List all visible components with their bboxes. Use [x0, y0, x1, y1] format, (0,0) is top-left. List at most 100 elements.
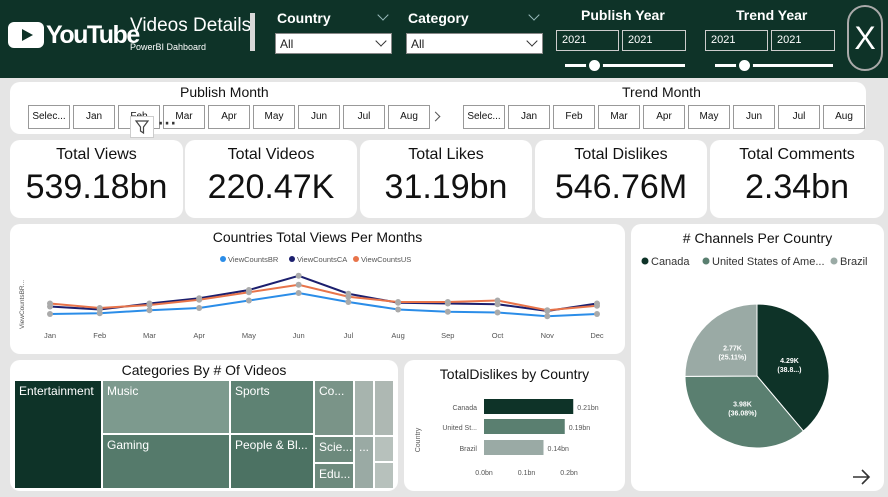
arrow-right-icon[interactable]: [853, 469, 871, 485]
treemap-cell[interactable]: Sports: [230, 380, 314, 434]
x-tick-label: Jun: [293, 331, 305, 340]
data-point[interactable]: [544, 313, 551, 320]
pie-slice[interactable]: [684, 303, 758, 377]
publish-month-item[interactable]: Selec...: [28, 105, 70, 129]
data-point[interactable]: [444, 299, 451, 305]
page-subtitle: PowerBI Dahboard: [130, 42, 207, 52]
treemap-cell[interactable]: Music: [102, 380, 230, 434]
publish-month-item[interactable]: Mar: [163, 105, 205, 129]
treemap-cell[interactable]: People & Bl...: [230, 434, 314, 489]
slice-percent-label: (38.8...): [777, 367, 801, 374]
chevron-down-icon: [526, 35, 538, 47]
data-point[interactable]: [196, 305, 203, 311]
data-point[interactable]: [196, 296, 203, 303]
bar[interactable]: [484, 440, 544, 455]
publish-month-item[interactable]: Jul: [343, 105, 385, 129]
pie-slice[interactable]: [756, 303, 830, 432]
data-point[interactable]: [594, 311, 600, 317]
filter-icon[interactable]: [130, 116, 154, 138]
trend-year-slider-handle[interactable]: [736, 57, 753, 74]
x-tick-label: 0.0bn: [475, 470, 493, 477]
x-tick-label: Jul: [344, 331, 354, 340]
legend-label: ViewCountsCA: [297, 255, 347, 264]
country-dropdown[interactable]: All: [275, 33, 392, 54]
data-point[interactable]: [295, 290, 302, 296]
data-point[interactable]: [594, 302, 600, 309]
publish-month-item[interactable]: May: [253, 105, 295, 129]
trend-month-item[interactable]: Mar: [598, 105, 640, 129]
data-point[interactable]: [146, 302, 153, 308]
legend-marker: [641, 257, 649, 265]
treemap-cell[interactable]: [374, 436, 394, 462]
treemap-cell[interactable]: Edu...: [314, 463, 354, 489]
data-point[interactable]: [345, 299, 352, 305]
publish-year-slider-handle[interactable]: [586, 57, 603, 74]
legend-label: United States of Ame...: [712, 256, 825, 268]
chart-title: # Channels Per Country: [682, 230, 833, 246]
data-point[interactable]: [245, 289, 252, 296]
legend-marker: [220, 256, 226, 262]
publish-month-item[interactable]: Aug: [388, 105, 430, 129]
chevron-down-icon[interactable]: [528, 9, 540, 21]
category-dropdown[interactable]: All: [406, 33, 543, 54]
trend-month-item[interactable]: Apr: [643, 105, 685, 129]
publish-month-item[interactable]: Apr: [208, 105, 250, 129]
treemap-cell[interactable]: ...: [354, 436, 374, 489]
page-title: Videos Details: [130, 15, 252, 36]
data-point[interactable]: [345, 293, 352, 300]
data-point[interactable]: [245, 297, 252, 304]
divider: [250, 13, 255, 51]
kpi-label: Total Views: [56, 146, 137, 163]
data-point[interactable]: [295, 272, 302, 279]
trend-month-item[interactable]: May: [688, 105, 730, 129]
treemap-cell[interactable]: [354, 380, 374, 436]
publish-year-label: Publish Year: [581, 7, 665, 23]
data-point[interactable]: [47, 300, 53, 307]
kpi-card-total-views: Total Views 539.18bn: [10, 140, 183, 218]
publish-month-item[interactable]: Jun: [298, 105, 340, 129]
treemap-cell[interactable]: Entertainment: [14, 380, 102, 489]
trend-year-from[interactable]: 2021: [705, 30, 768, 51]
trend-month-item[interactable]: Jan: [508, 105, 550, 129]
kpi-label: Total Videos: [227, 146, 315, 163]
treemap-cell[interactable]: Co...: [314, 380, 354, 436]
data-point[interactable]: [494, 297, 501, 304]
country-label: Country: [277, 10, 331, 26]
close-button[interactable]: X: [847, 5, 883, 71]
x-tick-label: Nov: [541, 331, 555, 340]
treemap-cell[interactable]: [374, 462, 394, 489]
treemap-cell[interactable]: [374, 380, 394, 436]
publish-year-slider[interactable]: [565, 64, 685, 67]
data-point[interactable]: [96, 305, 103, 311]
pie-slice[interactable]: [684, 375, 805, 449]
legend-label: Brazil: [840, 256, 868, 268]
trend-month-item[interactable]: Aug: [823, 105, 865, 129]
bar-value-label: 0.14bn: [548, 446, 570, 453]
data-point[interactable]: [395, 299, 402, 305]
data-point[interactable]: [146, 307, 153, 314]
trend-year-slider[interactable]: [715, 64, 833, 67]
trend-month-item[interactable]: Feb: [553, 105, 595, 129]
treemap-cell[interactable]: Scie...: [314, 436, 354, 463]
trend-month-item[interactable]: Selec...: [463, 105, 505, 129]
data-point[interactable]: [544, 307, 551, 314]
x-tick-label: Aug: [391, 331, 404, 340]
data-point[interactable]: [47, 311, 53, 317]
bar[interactable]: [484, 399, 574, 414]
publish-month-item[interactable]: Jan: [73, 105, 115, 129]
legend-label: ViewCountsUS: [361, 255, 411, 264]
trend-month-item[interactable]: Jul: [778, 105, 820, 129]
data-point[interactable]: [395, 306, 402, 313]
publish-year-from[interactable]: 2021: [556, 30, 619, 51]
data-point[interactable]: [494, 309, 501, 316]
series-line: [49, 283, 598, 312]
publish-year-to[interactable]: 2021: [622, 30, 686, 51]
treemap-cell[interactable]: Gaming: [102, 434, 230, 489]
bar[interactable]: [484, 419, 565, 434]
data-point[interactable]: [295, 281, 302, 288]
trend-month-item[interactable]: Jun: [733, 105, 775, 129]
trend-year-to[interactable]: 2021: [771, 30, 835, 51]
chevron-down-icon[interactable]: [377, 9, 389, 21]
more-options-icon[interactable]: ···: [158, 116, 177, 132]
data-point[interactable]: [444, 308, 451, 315]
